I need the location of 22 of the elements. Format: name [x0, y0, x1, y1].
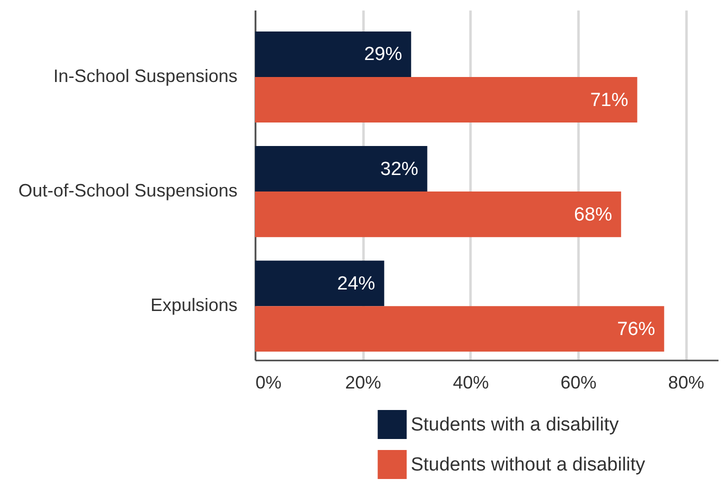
- data-label: 32%: [380, 158, 418, 180]
- x-tick-label: 80%: [668, 372, 704, 392]
- legend-label: Students without a disability: [410, 454, 646, 476]
- bar: [255, 306, 664, 352]
- bar: [255, 260, 384, 306]
- data-label: 29%: [364, 44, 402, 66]
- data-label: 76%: [617, 318, 656, 340]
- data-label: 71%: [590, 90, 628, 111]
- bar: [255, 192, 622, 238]
- bar: [255, 76, 638, 123]
- data-label: 68%: [574, 204, 612, 226]
- legend-label: Students with a disability: [410, 414, 620, 436]
- bar: [255, 146, 428, 192]
- y-tick-label: Expulsions: [150, 295, 238, 316]
- x-tick-label: 60%: [560, 372, 597, 392]
- y-tick-label: Out-of-School Suspensions: [18, 180, 238, 201]
- bar: [255, 31, 412, 77]
- x-tick-label: 40%: [452, 372, 489, 392]
- y-tick-label: In-School Suspensions: [53, 66, 238, 86]
- x-tick-label: 0%: [256, 372, 282, 392]
- data-label: 24%: [337, 273, 376, 294]
- x-tick-label: 20%: [345, 372, 382, 392]
